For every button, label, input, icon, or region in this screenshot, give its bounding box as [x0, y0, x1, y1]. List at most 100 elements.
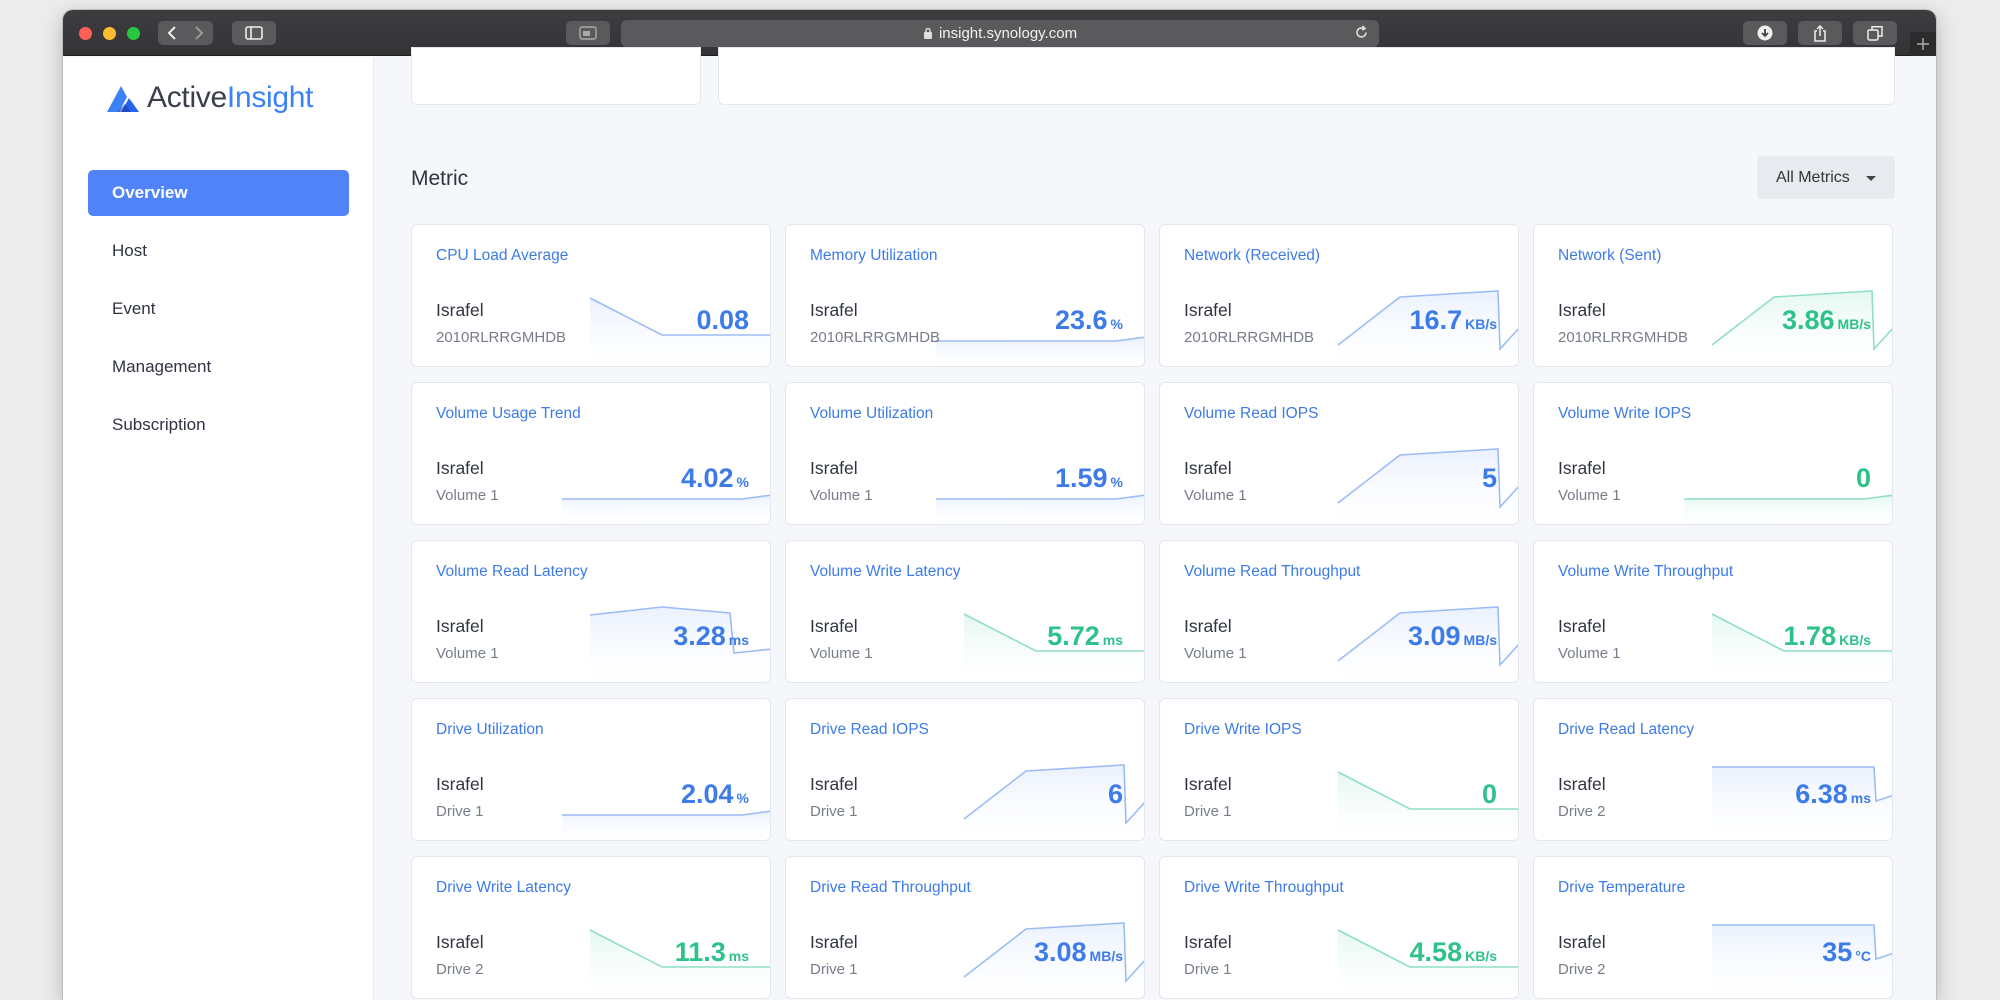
- metric-card-subject: 2010RLRRGMHDB: [436, 329, 567, 346]
- metric-card-value: 3.09 MB/s: [1408, 621, 1497, 652]
- sidebar-nav: Overview Host Event Management Subscript…: [88, 170, 349, 460]
- sparkline-area: [1712, 291, 1892, 366]
- sparkline-line: [936, 494, 1144, 500]
- metric-value-number: 5: [1481, 463, 1497, 493]
- metric-card-host: Israfel: [436, 932, 484, 952]
- sparkline-area: [590, 930, 770, 998]
- metric-card-title: Drive Read Throughput: [810, 879, 971, 896]
- metric-card-host: Israfel: [436, 774, 484, 794]
- tab-overview-icon[interactable]: [566, 21, 610, 45]
- minimize-window-button[interactable]: [103, 27, 116, 40]
- metric-card-host: Israfel: [1558, 616, 1606, 636]
- sidebar-toggle-icon[interactable]: [232, 21, 276, 45]
- metric-value-number: 3.86: [1781, 305, 1835, 335]
- metric-value-number: 0: [1481, 779, 1497, 809]
- metrics-filter-dropdown[interactable]: All Metrics: [1757, 156, 1895, 199]
- metric-card-value: 5: [1482, 463, 1497, 494]
- sparkline-chart: [1711, 613, 1892, 682]
- metric-card-host: Israfel: [436, 300, 484, 320]
- metric-card-title: Volume Usage Trend: [436, 405, 581, 422]
- metric-card-value: 4.58 KB/s: [1410, 937, 1497, 968]
- metric-card-host: Israfel: [810, 458, 858, 478]
- section-title: Metric: [411, 167, 469, 190]
- metric-card-host: Israfel: [810, 774, 858, 794]
- metric-card[interactable]: Drive Write Throughput Israfel Drive 1 4.58…: [1159, 856, 1519, 999]
- sparkline-area: [590, 607, 770, 682]
- metric-card-subject: Drive 2: [1558, 803, 1606, 820]
- sidebar-item-overview[interactable]: Overview: [88, 170, 349, 216]
- sparkline-line: [963, 922, 1144, 983]
- metric-value-number: 1.59: [1054, 463, 1108, 493]
- metric-card[interactable]: CPU Load Average Israfel 2010RLRRGMHDB 0.08: [411, 224, 771, 367]
- metric-card-subject: Drive 1: [810, 961, 858, 978]
- new-tab-icon[interactable]: [1910, 32, 1936, 56]
- metric-card-value: 3.28 ms: [673, 621, 749, 652]
- metric-card[interactable]: Memory Utilization Israfel 2010RLRRGMHDB 23…: [785, 224, 1145, 367]
- metric-value-number: 3.28: [673, 621, 726, 651]
- metric-card-value: 3.08 MB/s: [1034, 937, 1123, 968]
- sparkline-chart: [963, 613, 1144, 682]
- sparkline-chart: [1712, 766, 1892, 840]
- metric-value-number: 6.38: [1795, 779, 1848, 809]
- metric-value-unit: %: [736, 474, 749, 490]
- sparkline-area: [1712, 614, 1892, 682]
- metric-card[interactable]: Volume Read Latency Israfel Volume 1 3.28 ms: [411, 540, 771, 683]
- metric-card-subject: Volume 1: [1558, 487, 1621, 504]
- metric-value-unit: MB/s: [1463, 632, 1497, 648]
- tabs-icon[interactable]: [1853, 21, 1897, 45]
- metric-card-value: 1.78 KB/s: [1784, 621, 1871, 652]
- metric-card-title: Drive Temperature: [1558, 879, 1686, 896]
- zoom-window-button[interactable]: [127, 27, 140, 40]
- metric-card[interactable]: Volume Write Latency Israfel Volume 1 5.72 m…: [785, 540, 1145, 683]
- sparkline-line: [1337, 929, 1518, 968]
- sparkline-line: [936, 336, 1144, 342]
- metric-card[interactable]: Network (Sent) Israfel 2010RLRRGMHDB 3.86 MB…: [1533, 224, 1893, 367]
- metric-card[interactable]: Drive Read Throughput Israfel Drive 1 3.08 M…: [785, 856, 1145, 999]
- sparkline-chart: [963, 922, 1144, 998]
- metric-card-subject: Drive 2: [436, 961, 484, 978]
- metric-card[interactable]: Volume Usage Trend Israfel Volume 1 4.02%: [411, 382, 771, 525]
- sidebar-item-subscription[interactable]: Subscription: [112, 415, 206, 434]
- url-text: insight.synology.com: [938, 25, 1078, 42]
- metric-card-value: 3.86 MB/s: [1782, 305, 1871, 336]
- sparkline-area: [964, 923, 1144, 998]
- metric-card-title: Volume Read Throughput: [1184, 563, 1361, 580]
- sparkline-line: [1711, 613, 1892, 652]
- sidebar-item-host[interactable]: Host: [112, 241, 147, 260]
- metric-card[interactable]: Network (Received) Israfel 2010RLRRGMHDB 16…: [1159, 224, 1519, 367]
- metric-card[interactable]: Drive Read Latency Israfel Drive 2 6.38 ms: [1533, 698, 1893, 841]
- sparkline-area: [936, 337, 1144, 366]
- sparkline-line: [1711, 290, 1892, 351]
- metric-card-subject: Volume 1: [810, 487, 873, 504]
- metric-card-subject: 2010RLRRGMHDB: [810, 329, 941, 346]
- metric-card[interactable]: Volume Utilization Israfel Volume 1 1.59%: [785, 382, 1145, 525]
- metric-card[interactable]: Drive Read IOPS Israfel Drive 1 6: [785, 698, 1145, 841]
- forward-icon[interactable]: [186, 26, 213, 40]
- browser-window: insight.synology.com ActiveInsight: [63, 10, 1936, 1000]
- summary-card-left: [411, 47, 701, 105]
- back-icon[interactable]: [159, 26, 186, 40]
- metric-value-number: 0.08: [696, 305, 749, 335]
- share-icon[interactable]: [1798, 21, 1842, 45]
- metric-value-unit: MB/s: [1837, 316, 1871, 332]
- metric-card[interactable]: Drive Temperature Israfel Drive 2 35 °C: [1533, 856, 1893, 999]
- metric-card[interactable]: Drive Write Latency Israfel Drive 2 11.3 ms: [411, 856, 771, 999]
- metric-card[interactable]: Volume Write IOPS Israfel Volume 1 0: [1533, 382, 1893, 525]
- metric-card-host: Israfel: [810, 932, 858, 952]
- close-window-button[interactable]: [79, 27, 92, 40]
- downloads-icon[interactable]: [1743, 21, 1787, 45]
- reload-icon[interactable]: [1354, 25, 1369, 44]
- sidebar-item-event[interactable]: Event: [112, 299, 156, 318]
- address-bar[interactable]: insight.synology.com: [621, 20, 1379, 47]
- logo-text: ActiveInsight: [147, 81, 314, 114]
- sidebar-item-management[interactable]: Management: [112, 357, 212, 376]
- metric-card[interactable]: Volume Read Throughput Israfel Volume 1 3.0…: [1159, 540, 1519, 683]
- sparkline-area: [1338, 607, 1518, 682]
- metric-card-title: Drive Read IOPS: [810, 721, 929, 738]
- metric-card[interactable]: Drive Utilization Israfel Drive 1 2.04%: [411, 698, 771, 841]
- metric-card[interactable]: Volume Write Throughput Israfel Volume 1 1.…: [1533, 540, 1893, 683]
- metric-card-value: 5.72 ms: [1047, 621, 1123, 652]
- app-logo[interactable]: ActiveInsight: [105, 81, 314, 115]
- metric-card[interactable]: Drive Write IOPS Israfel Drive 1 0: [1159, 698, 1519, 841]
- metric-card[interactable]: Volume Read IOPS Israfel Volume 1 5: [1159, 382, 1519, 525]
